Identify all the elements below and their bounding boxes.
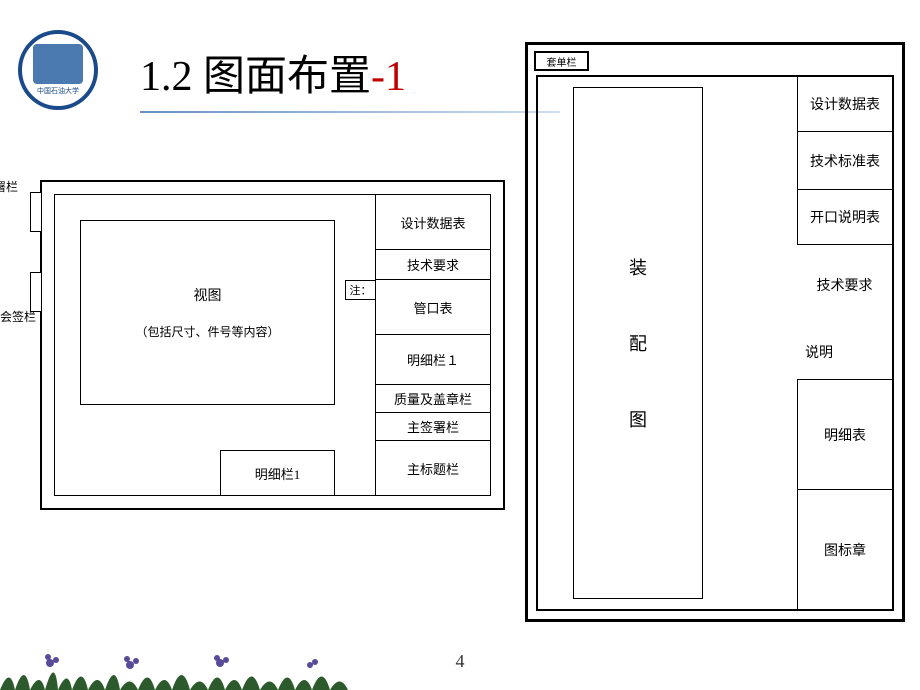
cell-quality: 质量及盖章栏 — [375, 385, 490, 413]
left-inner-frame: 视图 （包括尺寸、件号等内容） 注： 明细栏1 设计数据表 技术要求 管口表 明… — [54, 194, 491, 496]
assembly-char-3: 图 — [629, 406, 647, 432]
left-tab2 — [30, 272, 42, 312]
rcell-design-data: 设计数据表 — [797, 77, 892, 132]
view-area: 视图 （包括尺寸、件号等内容） — [80, 220, 335, 405]
rcell-tech-req: 技术要求 — [797, 245, 892, 325]
right-right-column: 设计数据表 技术标准表 开口说明表 技术要求 说明 明细表 图标章 — [797, 77, 892, 609]
left-tab2-label: 会签栏 — [0, 308, 36, 325]
cell-main-sign: 主签署栏 — [375, 413, 490, 441]
cell-design-data: 设计数据表 — [375, 195, 490, 250]
right-top-tab: 套单栏 — [534, 51, 589, 71]
note-cell: 注： — [345, 280, 375, 300]
rcell-stamp: 图标章 — [797, 490, 892, 609]
right-layout-diagram: 套单栏 装 配 图 设计数据表 技术标准表 开口说明表 技术要求 说明 明细表 … — [525, 42, 905, 622]
logo-text: 中国石油大学 — [37, 86, 79, 96]
decorative-footer — [0, 625, 920, 690]
slide-title-area: 1.2 图面布置-1 — [140, 42, 520, 113]
rcell-detail: 明细表 — [797, 380, 892, 490]
cell-main-title: 主标题栏 — [375, 441, 490, 495]
detail-bottom-cell: 明细栏1 — [220, 450, 335, 495]
university-logo: 中国石油大学 — [18, 30, 98, 110]
cell-detail1: 明细栏１ — [375, 335, 490, 385]
title-main: 1.2 图面布置 — [140, 54, 371, 100]
assembly-box: 装 配 图 — [573, 87, 703, 599]
cell-tech-req: 技术要求 — [375, 250, 490, 280]
logo-emblem — [33, 44, 83, 84]
left-right-column: 设计数据表 技术要求 管口表 明细栏１ 质量及盖章栏 主签署栏 主标题栏 — [375, 195, 490, 495]
rcell-tech-std: 技术标准表 — [797, 132, 892, 190]
rcell-notes: 说明 — [797, 325, 892, 380]
assembly-char-2: 配 — [629, 330, 647, 356]
left-layout-diagram: 制条签署栏 视图 （包括尺寸、件号等内容） 注： 明细栏1 设计数据表 技术要求… — [0, 180, 505, 510]
left-tab1 — [30, 192, 42, 232]
slide-title: 1.2 图面布置-1 — [140, 42, 520, 103]
right-inner-frame: 装 配 图 设计数据表 技术标准表 开口说明表 技术要求 说明 明细表 图标章 — [536, 75, 894, 611]
cell-nozzle: 管口表 — [375, 280, 490, 335]
left-outer-frame: 视图 （包括尺寸、件号等内容） 注： 明细栏1 设计数据表 技术要求 管口表 明… — [40, 180, 505, 510]
left-tab1-label: 制条签署栏 — [0, 178, 18, 195]
title-underline — [140, 111, 560, 113]
title-suffix: -1 — [371, 54, 406, 100]
view-subtitle: （包括尺寸、件号等内容） — [135, 323, 279, 340]
rcell-opening: 开口说明表 — [797, 190, 892, 245]
assembly-char-1: 装 — [629, 254, 647, 280]
view-title: 视图 — [194, 285, 222, 305]
